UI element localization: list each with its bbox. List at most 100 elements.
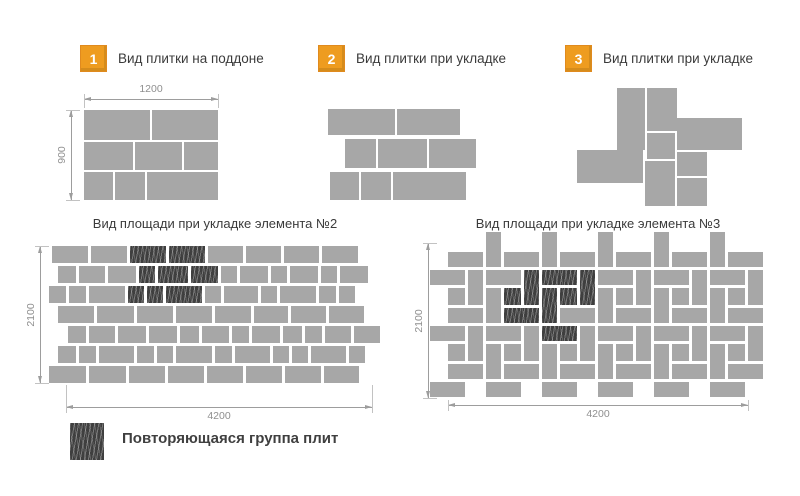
tile (448, 344, 465, 361)
tile (319, 286, 336, 303)
repeat-group-tile (504, 308, 539, 323)
tile (710, 288, 725, 323)
tile (748, 270, 763, 305)
extension-line (448, 400, 449, 411)
tile (79, 266, 105, 283)
tile (448, 252, 483, 267)
tile (672, 252, 707, 267)
dim-line (428, 243, 429, 398)
tile (118, 326, 146, 343)
tile (311, 346, 346, 363)
dim-arrow (69, 193, 73, 200)
tile (271, 266, 287, 283)
tile (345, 139, 376, 168)
tile (598, 232, 613, 267)
dim-line (40, 246, 41, 383)
tile (429, 139, 476, 168)
extension-line (35, 246, 49, 247)
tile (617, 88, 645, 150)
tile (616, 364, 651, 379)
tile (58, 266, 76, 283)
tile (99, 346, 134, 363)
tile (232, 326, 249, 343)
tile (58, 306, 94, 323)
tile (542, 344, 557, 379)
tile (84, 142, 133, 170)
laying-2-diagram (328, 109, 476, 200)
tile (560, 364, 595, 379)
tile (560, 344, 577, 361)
tile (68, 326, 86, 343)
tile (221, 266, 237, 283)
tile (280, 286, 316, 303)
tile (184, 142, 218, 170)
dim-line (84, 99, 218, 100)
tile (97, 306, 134, 323)
repeat-group-tile (139, 266, 155, 283)
repeat-group-tile (169, 246, 205, 263)
tile (137, 306, 173, 323)
tile (52, 246, 88, 263)
dim-arrow (741, 403, 748, 407)
step-3-label: Вид плитки при укладке (603, 51, 754, 66)
repeat-group-tile (147, 286, 163, 303)
tile (560, 252, 595, 267)
tile (224, 286, 258, 303)
tile (710, 232, 725, 267)
step-3-header: 3 Вид плитки при укладке (565, 45, 753, 72)
tile (84, 110, 150, 140)
tile (397, 109, 460, 135)
tile (284, 246, 319, 263)
extension-line (218, 94, 219, 108)
tile (176, 306, 212, 323)
tile (728, 288, 745, 305)
dim-line (71, 110, 72, 200)
dim-arrow (69, 110, 73, 117)
tile (542, 382, 577, 397)
tile (430, 270, 465, 285)
dim-label: 1200 (139, 83, 163, 95)
tile (89, 326, 115, 343)
tile (246, 366, 282, 383)
tile (677, 178, 707, 206)
tile (654, 382, 689, 397)
dim-label: 4200 (586, 408, 610, 420)
tile (340, 266, 368, 283)
dim-arrow (365, 405, 372, 409)
tile (654, 288, 669, 323)
repeat-group-tile (504, 288, 521, 305)
tile (152, 110, 218, 140)
tile (598, 382, 633, 397)
dim-arrow (211, 97, 218, 101)
tile (378, 139, 427, 168)
tile (672, 308, 707, 323)
tile (329, 306, 364, 323)
step-2-header: 2 Вид плитки при укладке (318, 45, 506, 72)
field-2-diagram: 2100 4200 (25, 246, 381, 422)
tile (115, 172, 145, 200)
tile (321, 266, 337, 283)
tile (108, 266, 136, 283)
area-title-element3: Вид площади при укладке элемента №3 (475, 216, 721, 231)
tile (325, 326, 351, 343)
tile (330, 172, 359, 200)
tile (577, 150, 643, 183)
tile (393, 172, 466, 200)
repeat-group-tile (128, 286, 144, 303)
tile (647, 133, 675, 159)
tile (240, 266, 268, 283)
tile (322, 246, 358, 263)
tile (361, 172, 391, 200)
tile (616, 308, 651, 323)
tile (692, 270, 707, 305)
repeat-group-tile (166, 286, 202, 303)
laying-3-diagram (577, 88, 742, 206)
tile (598, 344, 613, 379)
tile (69, 286, 86, 303)
tile (157, 346, 173, 363)
dim-arrow (66, 405, 73, 409)
repeat-group-tile (191, 266, 218, 283)
tile (354, 326, 380, 343)
tile (147, 172, 218, 200)
